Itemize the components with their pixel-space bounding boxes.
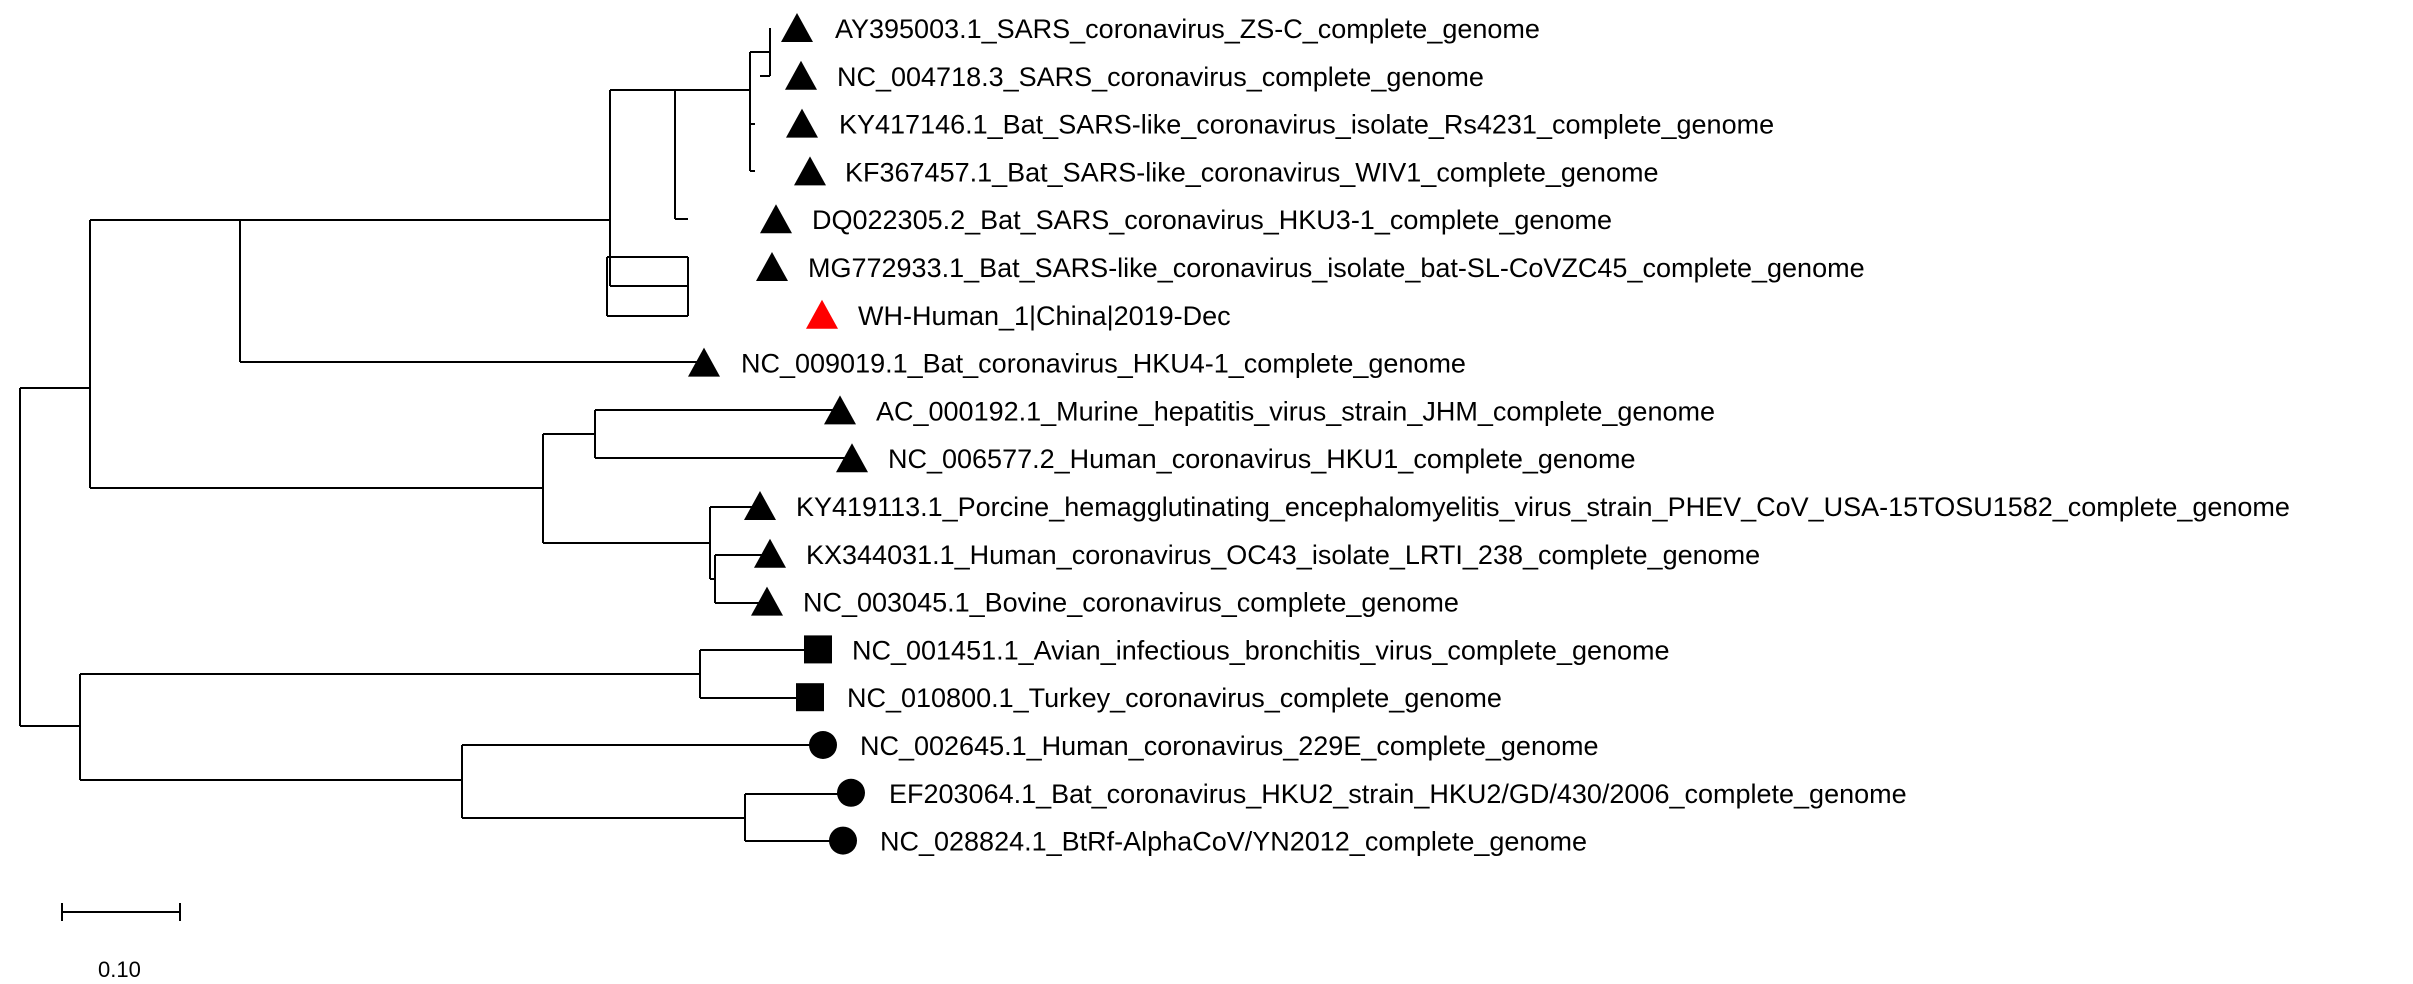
triangle-marker-icon [786,108,818,138]
tree-tips: AY395003.1_SARS_coronavirus_ZS-C_complet… [688,13,2290,857]
tree-tip: MG772933.1_Bat_SARS-like_coronavirus_iso… [756,252,1865,283]
tip-label: DQ022305.2_Bat_SARS_coronavirus_HKU3-1_c… [812,205,1612,235]
tree-tip: AY395003.1_SARS_coronavirus_ZS-C_complet… [781,13,1540,44]
triangle-marker-icon [806,299,838,329]
square-marker-icon [796,683,824,712]
tree-tip: NC_001451.1_Avian_infectious_bronchitis_… [804,635,1670,665]
tip-label: NC_004718.3_SARS_coronavirus_complete_ge… [837,62,1484,92]
tree-tip: NC_003045.1_Bovine_coronavirus_complete_… [751,586,1459,618]
tree-tip: WH-Human_1|China|2019-Dec [806,299,1231,331]
tree-tip: NC_004718.3_SARS_coronavirus_complete_ge… [785,60,1484,92]
tree-tip: DQ022305.2_Bat_SARS_coronavirus_HKU3-1_c… [760,204,1612,235]
tip-label: KY419113.1_Porcine_hemagglutinating_ence… [796,492,2290,522]
triangle-marker-icon [824,395,856,425]
scale-bar-line [61,903,181,921]
tip-label: NC_028824.1_BtRf-AlphaCoV/YN2012_complet… [880,827,1587,857]
tree-tip: AC_000192.1_Murine_hepatitis_virus_strai… [824,395,1715,426]
triangle-marker-icon [744,491,776,520]
tree-tip: NC_002645.1_Human_coronavirus_229E_compl… [809,731,1599,761]
tip-label: WH-Human_1|China|2019-Dec [858,301,1231,331]
tree-tip: KF367457.1_Bat_SARS-like_coronavirus_WIV… [794,156,1658,187]
triangle-marker-icon [781,13,813,42]
tree-tip: KX344031.1_Human_coronavirus_OC43_isolat… [754,538,1760,570]
tip-label: EF203064.1_Bat_coronavirus_HKU2_strain_H… [889,779,1907,809]
tip-label: NC_009019.1_Bat_coronavirus_HKU4-1_compl… [741,349,1466,379]
tip-label: NC_006577.2_Human_coronavirus_HKU1_compl… [888,444,1635,474]
tip-label: AC_000192.1_Murine_hepatitis_virus_strai… [876,396,1715,426]
tree-tip: NC_028824.1_BtRf-AlphaCoV/YN2012_complet… [829,826,1587,857]
triangle-marker-icon [760,204,792,234]
tip-label: KY417146.1_Bat_SARS-like_coronavirus_iso… [839,110,1774,140]
triangle-marker-icon [751,586,783,616]
triangle-marker-icon [688,347,720,377]
tip-label: MG772933.1_Bat_SARS-like_coronavirus_iso… [808,253,1865,283]
triangle-marker-icon [756,252,788,281]
triangle-marker-icon [754,538,786,568]
tip-label: NC_001451.1_Avian_infectious_bronchitis_… [852,635,1670,665]
triangle-marker-icon [836,443,868,473]
tree-branches [19,28,852,842]
circle-marker-icon [809,731,837,759]
circle-marker-icon [829,826,857,855]
tree-tip: NC_010800.1_Turkey_coronavirus_complete_… [796,683,1502,713]
tip-label: AY395003.1_SARS_coronavirus_ZS-C_complet… [835,14,1540,44]
scale-bar: 0.10 [61,903,181,982]
tree-tip: NC_009019.1_Bat_coronavirus_HKU4-1_compl… [688,347,1466,379]
tree-tip: NC_006577.2_Human_coronavirus_HKU1_compl… [836,443,1635,474]
tree-tip: EF203064.1_Bat_coronavirus_HKU2_strain_H… [837,778,1907,809]
tip-label: NC_010800.1_Turkey_coronavirus_complete_… [847,683,1502,713]
tip-label: KX344031.1_Human_coronavirus_OC43_isolat… [806,540,1760,570]
triangle-marker-icon [785,60,817,90]
tree-tip: KY417146.1_Bat_SARS-like_coronavirus_iso… [786,108,1774,140]
tip-label: NC_002645.1_Human_coronavirus_229E_compl… [860,731,1599,761]
square-marker-icon [804,635,832,664]
tip-label: KF367457.1_Bat_SARS-like_coronavirus_WIV… [845,157,1658,187]
tip-label: NC_003045.1_Bovine_coronavirus_complete_… [803,588,1459,618]
triangle-marker-icon [794,156,826,186]
scale-bar-label: 0.10 [98,957,141,982]
circle-marker-icon [837,778,865,807]
tree-branch-lines [19,28,852,842]
tree-tip: KY419113.1_Porcine_hemagglutinating_ence… [744,491,2290,522]
